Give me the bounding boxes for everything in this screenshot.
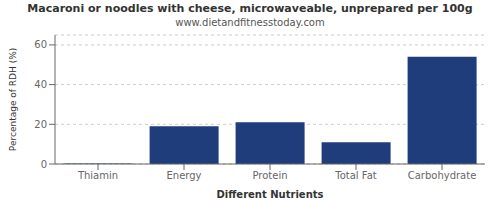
svg-text:Total Fat: Total Fat <box>334 170 376 181</box>
svg-text:60: 60 <box>34 39 47 50</box>
svg-text:Protein: Protein <box>252 170 287 181</box>
svg-text:Thiamin: Thiamin <box>77 170 118 181</box>
svg-text:Different Nutrients: Different Nutrients <box>217 189 324 198</box>
html-text:www.dietandfitnesstoday.com: www.dietandfitnesstoday.com <box>175 17 325 28</box>
svg-text:0: 0 <box>41 159 47 170</box>
svg-text:40: 40 <box>34 79 47 90</box>
svg-text:Percentage of RDH (%): Percentage of RDH (%) <box>8 48 18 151</box>
svg-text:Energy: Energy <box>166 170 201 181</box>
html-text:Macaroni or noodles with chees: Macaroni or noodles with cheese, microwa… <box>27 2 473 15</box>
svg-text:20: 20 <box>34 119 47 130</box>
svg-text:Carbohydrate: Carbohydrate <box>408 170 477 181</box>
